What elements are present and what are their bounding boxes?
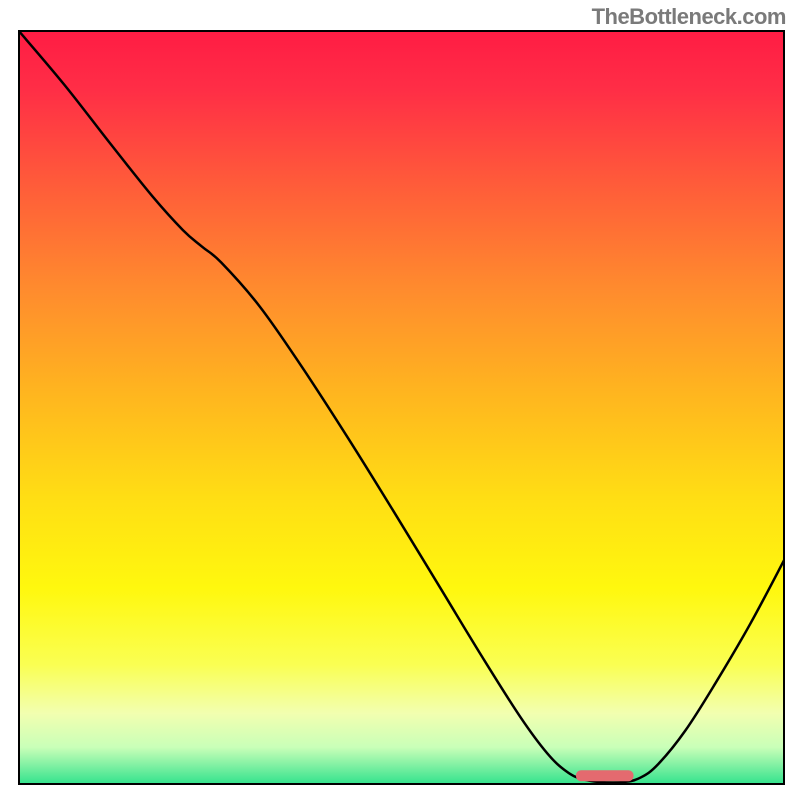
plot-svg <box>18 30 785 785</box>
optimum-marker <box>576 770 634 781</box>
watermark-text: TheBottleneck.com <box>592 4 786 30</box>
gradient-background <box>18 30 785 785</box>
bottleneck-plot <box>18 30 785 785</box>
